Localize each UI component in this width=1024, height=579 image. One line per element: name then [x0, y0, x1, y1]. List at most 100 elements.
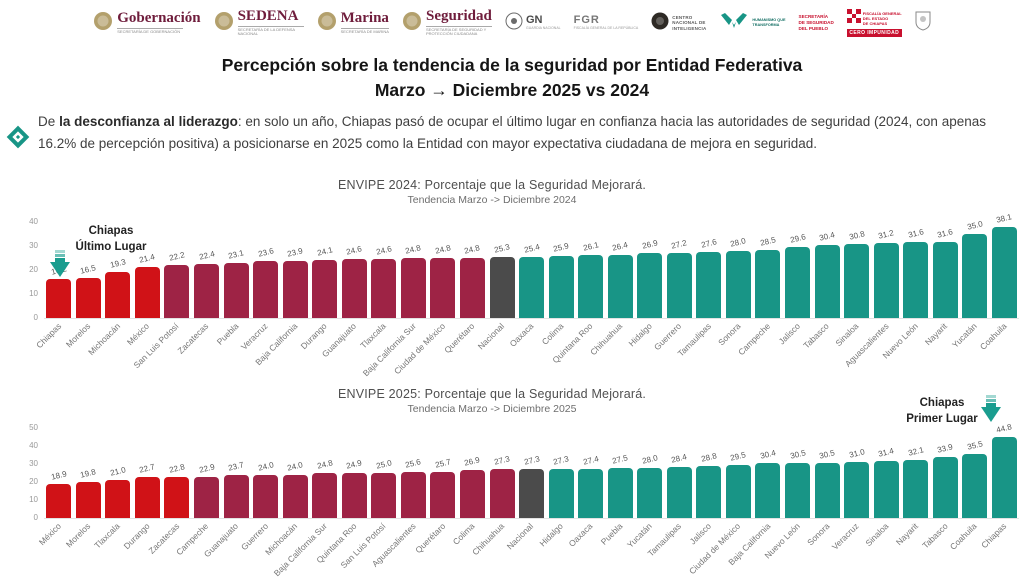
fge-line3: DE CHIAPAS [862, 21, 888, 26]
chart-subtitle: Tendencia Marzo -> Diciembre 2025 [407, 403, 577, 415]
bar [903, 460, 929, 518]
bar-value-label: 23.6 [256, 246, 275, 259]
diamond-logo-icon [5, 124, 31, 150]
main-title-line2: Marzo → Diciembre 2025 vs 2024 [374, 80, 650, 101]
cni-line2: NACIONAL DE [672, 20, 706, 26]
bar [223, 263, 249, 318]
plot-area-2025: 0 10 20 30 40 50 18.9 México 19.8 Morelos 21.0 Tlax… [0, 382, 1024, 579]
bar-value-label: 31.2 [877, 228, 895, 241]
bar [430, 258, 456, 318]
y-tick-label: 30 [29, 459, 38, 468]
chart-subtitle: Tendencia Marzo -> Diciembre 2024 [407, 194, 577, 206]
y-tick-label: 30 [29, 241, 38, 250]
plot-area-2024: 01020304016.2Chiapas16.5Morelos19.3Micho… [0, 170, 1024, 382]
bar-value-label: 24.8 [404, 243, 423, 256]
bar-value-label: 38.1 [995, 212, 1014, 225]
logo-sedena: SEDENA SECRETARÍA DE LA DEFENSA NACIONAL [214, 8, 304, 38]
bar-value-label: 22.7 [138, 462, 157, 475]
bar [46, 484, 72, 518]
fgr-sub: FISCALÍA GENERAL DE LA REPÚBLICA [573, 26, 639, 31]
bar-value-label: 25.7 [434, 457, 452, 470]
sedena-sub: SECRETARÍA DE LA DEFENSA NACIONAL [237, 25, 304, 38]
bar-value-label: 28.8 [700, 451, 718, 464]
bar-value-label: 27.4 [582, 454, 600, 467]
humanismo-line1: HUMANISMO QUE [752, 18, 786, 23]
bar [134, 477, 160, 518]
bar [725, 251, 751, 318]
bar [578, 255, 604, 318]
bar [755, 250, 781, 318]
bar [282, 261, 308, 318]
bar-value-label: 23.7 [227, 460, 245, 473]
bar [105, 272, 131, 318]
bar-value-label: 35.5 [966, 439, 984, 452]
fge-line1: FISCALÍA GENERAL [862, 11, 902, 16]
annotation-chiapas-ultimo-lugar: Chiapas Último Lugar [55, 223, 167, 255]
bar-value-label: 30.5 [818, 448, 836, 461]
chiapas-shield-icon [915, 11, 931, 36]
bar [696, 252, 722, 318]
bar-value-label: 25.3 [493, 242, 511, 255]
bar-value-label: 28.4 [670, 452, 688, 465]
header: Gobernación SECRETARÍA DE GOBERNACIÓN SED… [0, 0, 1024, 46]
bar-value-label: 23.9 [286, 246, 304, 259]
bar [962, 454, 988, 518]
bar-value-label: 26.9 [641, 238, 659, 251]
bar [519, 257, 545, 318]
y-tick-label: 40 [29, 441, 38, 450]
bar [253, 261, 279, 318]
bar-value-label: 30.4 [818, 230, 836, 243]
logo-humanismo: HUMANISMO QUE TRANSFORMA [719, 11, 786, 36]
bar-value-label: 30.8 [847, 229, 866, 242]
cero-impunidad-badge: CERO IMPUNIDAD [846, 29, 902, 37]
bar-value-label: 24.6 [345, 244, 363, 257]
bar-value-label: 23.1 [227, 248, 245, 261]
bar [991, 437, 1017, 518]
bar-value-label: 16.5 [79, 263, 97, 276]
intro-paragraph: De la desconfianza al liderazgo: en solo… [38, 111, 986, 155]
bar-value-label: 24.6 [375, 244, 393, 257]
bar [548, 469, 574, 518]
bar-value-label: 25.4 [522, 242, 541, 255]
seguridad-sub: SECRETARÍA DE SEGURIDAD Y PROTECCIÓN CIU… [425, 25, 492, 38]
bar [371, 473, 397, 518]
bar [903, 242, 929, 318]
sedena-emblem-icon [214, 11, 234, 36]
bar-value-label: 30.5 [788, 448, 807, 461]
bar-value-label: 25.9 [552, 241, 570, 254]
bar [666, 253, 692, 318]
guardia-nacional-eagle-icon [505, 12, 523, 35]
y-tick-label: 10 [29, 495, 38, 504]
bar-value-label: 31.4 [877, 446, 895, 459]
bar-value-label: 21.0 [109, 465, 127, 478]
bar [164, 265, 190, 318]
y-tick-label: 10 [29, 289, 38, 298]
marina-emblem-icon [317, 11, 337, 36]
bar [489, 469, 515, 518]
y-tick-label: 20 [29, 265, 38, 274]
bar-value-label: 18.9 [50, 469, 68, 482]
bar-value-label: 24.8 [316, 458, 334, 471]
bar [578, 469, 604, 518]
logo-fgr: FGR FISCALÍA GENERAL DE LA REPÚBLICA [573, 14, 639, 31]
chart-title: ENVIPE 2025: Porcentaje que la Seguridad… [337, 387, 647, 401]
bar [814, 245, 840, 318]
bar-value-label: 28.5 [759, 235, 777, 248]
bar [548, 256, 574, 318]
bar [400, 472, 426, 518]
bar [312, 473, 338, 518]
bar-value-label: 24.9 [345, 458, 363, 471]
bar-value-label: 26.9 [463, 455, 482, 468]
intro-bold-phrase: la desconfianza al liderazgo [59, 114, 238, 129]
fgr-wordmark: FGR [573, 14, 600, 27]
bar-value-label: 27.3 [552, 454, 570, 467]
bar [696, 466, 722, 518]
bar [666, 467, 692, 518]
bar [430, 472, 456, 518]
bar-value-label: 27.5 [611, 453, 629, 466]
bar-value-label: 25.6 [404, 457, 423, 470]
main-title-line1: Percepción sobre la tendencia de la segu… [221, 55, 803, 75]
seguridad-emblem-icon [402, 11, 422, 36]
bar [105, 480, 131, 518]
